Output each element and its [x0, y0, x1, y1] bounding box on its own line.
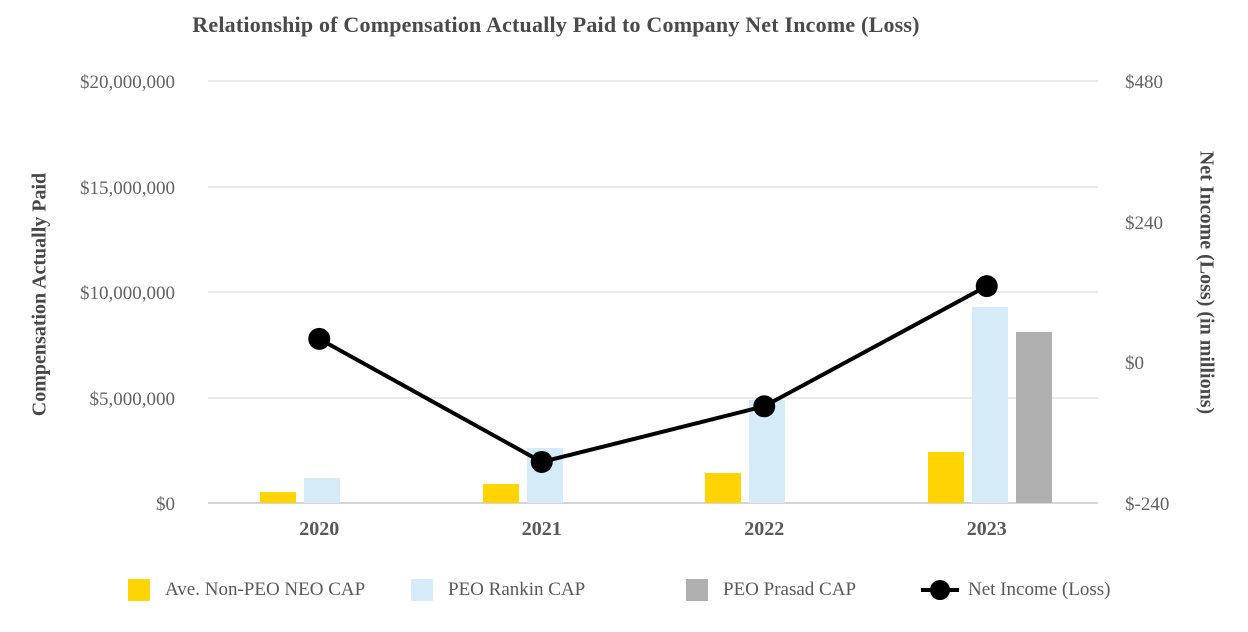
legend-line-dot — [930, 580, 950, 600]
legend-item-net-income-loss-: Net Income (Loss) — [921, 578, 1110, 602]
left-axis-tick-label: $5,000,000 — [89, 388, 176, 410]
legend-item-peo-prasad-cap: PEO Prasad CAP — [686, 578, 856, 602]
right-axis-tick-label: $0 — [1125, 353, 1144, 375]
x-axis-label: 2022 — [744, 518, 785, 540]
left-axis-tick-label: $0 — [156, 494, 175, 515]
legend-label: Net Income (Loss) — [968, 579, 1111, 600]
legend-line-marker — [921, 579, 959, 601]
legend-swatch — [686, 579, 708, 601]
right-axis-tick-label: $480 — [1125, 72, 1163, 93]
left-axis-tick-label: $15,000,000 — [80, 177, 175, 199]
gridline — [208, 185, 1098, 188]
bar-ave-non-peo-neo-cap-2020 — [260, 492, 297, 503]
legend-label: Ave. Non-PEO NEO CAP — [165, 579, 366, 600]
x-axis-label: 2023 — [966, 518, 1007, 540]
legend-label: PEO Prasad CAP — [723, 579, 857, 600]
legend-item-peo-rankin-cap: PEO Rankin CAP — [411, 578, 585, 602]
x-axis-line — [208, 502, 1098, 504]
bar-peo-prasad-cap-2023 — [1015, 332, 1052, 503]
left-axis-tick-label: $20,000,000 — [80, 72, 175, 93]
bar-ave-non-peo-neo-cap-2022 — [705, 473, 742, 503]
legend-swatch — [411, 579, 433, 601]
right-axis-tick-label: $-240 — [1125, 494, 1170, 515]
right-axis-tick-label: $240 — [1125, 212, 1163, 234]
left-axis-tick-label: $10,000,000 — [80, 283, 175, 304]
gridline — [208, 80, 1098, 82]
legend-swatch — [128, 579, 150, 601]
legend-label: PEO Rankin CAP — [448, 579, 586, 600]
x-axis-label: 2020 — [299, 518, 340, 540]
x-axis-label: 2021 — [521, 518, 562, 540]
chart-title: Relationship of Compensation Actually Pa… — [192, 12, 920, 37]
bar-peo-rankin-cap-2020 — [304, 478, 341, 503]
bar-ave-non-peo-neo-cap-2021 — [482, 484, 519, 503]
legend-item-ave-non-peo-neo-cap: Ave. Non-PEO NEO CAP — [128, 578, 365, 602]
